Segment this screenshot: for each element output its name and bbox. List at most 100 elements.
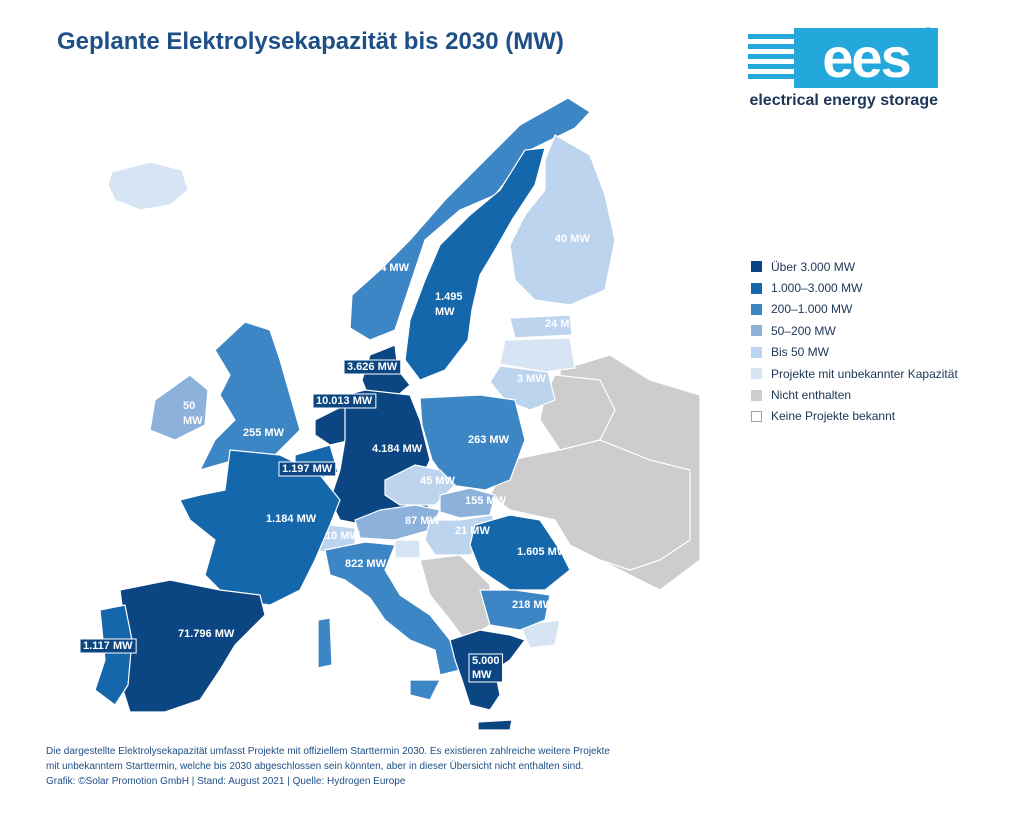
value-label-text: 24 MW: [545, 318, 580, 330]
legend-item: Bis 50 MW: [751, 342, 958, 363]
footer-note-line-2: mit unbekanntem Starttermin, welche bis …: [46, 761, 584, 772]
legend-swatch: [751, 346, 762, 358]
country-finland: [509, 134, 616, 306]
value-label-sweden: 1.495 MW: [435, 291, 463, 318]
value-label-text: 21 MW: [455, 525, 490, 537]
value-label-finland: 40 MW: [555, 233, 590, 245]
value-label-denmark: 3.626 MW: [343, 359, 402, 375]
value-label-ireland: 50 MW: [183, 400, 203, 427]
country-spain: [119, 579, 266, 713]
ees-logo: ees ® electrical energy storage: [748, 26, 938, 118]
value-label-text: 87 MW: [405, 515, 440, 527]
value-label-box: [312, 393, 377, 409]
country-portugal: [94, 604, 133, 706]
legend-swatch: [751, 261, 762, 273]
logo-letters: ees: [822, 26, 911, 89]
value-label-slovakia: 155 MW: [465, 495, 507, 507]
value-label-spain: 71.796 MW: [178, 628, 235, 640]
value-label-text: 10 MW: [325, 530, 360, 542]
value-label-text: 10.013 MW: [316, 395, 373, 407]
value-label-hungary: 21 MW: [455, 525, 490, 537]
legend-label: Nicht enthalten: [771, 388, 852, 403]
value-label-italy: 822 MW: [345, 558, 387, 570]
value-label-text: 4.184 MW: [372, 443, 423, 455]
value-label-box: [278, 461, 337, 477]
value-label-bulgaria: 218 MW: [512, 599, 554, 611]
logo-registered-mark: ®: [924, 26, 933, 38]
value-label-norway: 964 MW: [368, 262, 410, 274]
legend-swatch: [751, 368, 762, 380]
country-latvia: [499, 337, 576, 373]
value-label-box: [79, 638, 137, 654]
value-label-text: 1.117 MW: [83, 640, 133, 652]
legend-label: 200–1.000 MW: [771, 302, 853, 317]
value-label-text: 155 MW: [465, 495, 507, 507]
legend-swatch: [751, 282, 762, 294]
value-label-text: 5.000 MW: [472, 655, 500, 681]
value-label-text: 218 MW: [512, 599, 554, 611]
value-label-poland: 263 MW: [468, 434, 510, 446]
value-label-text: 45 MW: [420, 475, 455, 487]
footer-credit: Grafik: ©Solar Promotion GmbH | Stand: A…: [46, 776, 406, 787]
country-estonia: [509, 314, 573, 339]
country-poland: [419, 394, 526, 491]
legend-swatch: [751, 389, 762, 401]
legend-label: Bis 50 MW: [771, 345, 830, 360]
value-label-text: 50 MW: [183, 400, 203, 427]
country-crete: [477, 719, 513, 731]
country-sweden: [404, 147, 546, 381]
value-label-text: 71.796 MW: [178, 628, 235, 640]
value-label-austria: 87 MW: [405, 515, 440, 527]
value-label-text: 263 MW: [468, 434, 510, 446]
footer-note-line-1: Die dargestellte Elektrolysekapazität um…: [46, 746, 610, 757]
value-label-france: 1.184 MW: [266, 513, 317, 525]
value-label-switzerland: 10 MW: [325, 530, 360, 542]
legend-item: 200–1.000 MW: [751, 299, 958, 320]
legend-item: Keine Projekte bekannt: [751, 406, 958, 427]
value-label-estonia: 24 MW: [545, 318, 580, 330]
map-title: Geplante Elektrolysekapazität bis 2030 (…: [57, 28, 564, 55]
value-label-belgium: 1.197 MW: [278, 461, 337, 477]
value-label-portugal: 1.117 MW: [79, 638, 137, 654]
legend-label: Über 3.000 MW: [771, 259, 856, 274]
country-bulgaria: [479, 589, 551, 631]
country-italy: [324, 541, 461, 676]
country-ireland: [149, 374, 209, 441]
logo-stripes: [748, 34, 798, 84]
value-label-greece: 5.000 MW: [468, 653, 504, 683]
country-turkey: [519, 619, 561, 649]
value-label-netherlands: 10.013 MW: [312, 393, 377, 409]
logo-tagline: electrical energy storage: [749, 92, 938, 109]
legend-label: 50–200 MW: [771, 323, 836, 338]
value-label-text: 255 MW: [243, 427, 285, 439]
value-label-romania: 1.605 MW: [517, 546, 568, 558]
value-label-text: 3 MW: [517, 373, 546, 385]
value-label-united-kingdom: 255 MW: [243, 427, 285, 439]
value-label-lithuania: 3 MW: [517, 373, 546, 385]
value-label-germany: 4.184 MW: [372, 443, 423, 455]
legend-swatch: [751, 410, 762, 422]
legend-item: Projekte mit unbekannter Kapazität: [751, 363, 958, 384]
country-united-kingdom: [199, 321, 301, 471]
legend-item: 1.000–3.000 MW: [751, 277, 958, 298]
country-romania: [469, 514, 571, 591]
footer-notes: Die dargestellte Elektrolysekapazität um…: [46, 744, 686, 789]
value-label-text: 40 MW: [555, 233, 590, 245]
legend-label: Projekte mit unbekannter Kapazität: [771, 366, 958, 381]
country-slovenia: [394, 539, 421, 559]
value-label-czechia: 45 MW: [420, 475, 455, 487]
legend-label: 1.000–3.000 MW: [771, 281, 863, 296]
map-legend: Über 3.000 MW 1.000–3.000 MW 200–1.000 MW 5…: [751, 256, 958, 427]
country-sardinia: [317, 617, 333, 669]
value-label-text: 1.197 MW: [282, 463, 333, 475]
value-label-box: [468, 653, 504, 683]
value-label-text: 822 MW: [345, 558, 387, 570]
value-label-text: 1.495 MW: [435, 291, 463, 318]
legend-swatch: [751, 303, 762, 315]
country-sicily: [409, 679, 441, 701]
value-label-text: 1.184 MW: [266, 513, 317, 525]
value-label-text: 3.626 MW: [347, 361, 398, 373]
value-label-text: 964 MW: [368, 262, 410, 274]
country-iceland: [107, 161, 189, 211]
